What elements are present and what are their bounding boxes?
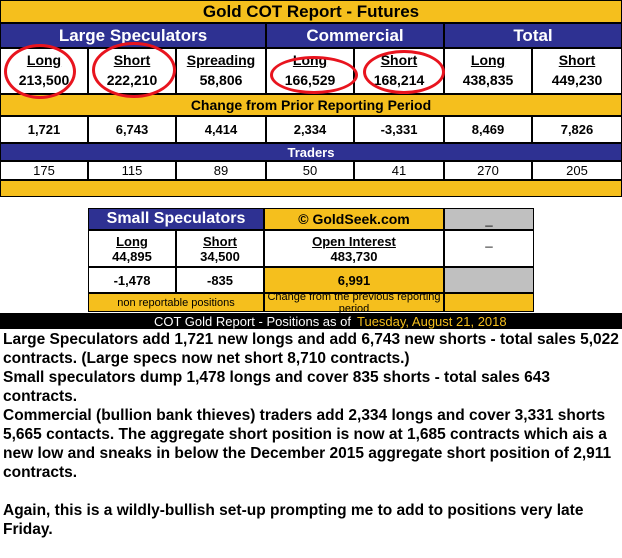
traders-large-short: 115 <box>88 161 176 180</box>
caption-date: Tuesday, August 21, 2018 <box>357 313 507 329</box>
traders-commercial-long: 50 <box>266 161 354 180</box>
copyright-label: © GoldSeek.com <box>264 208 444 230</box>
change-total-short: 7,826 <box>532 116 622 143</box>
commentary-paragraph: Commercial (bullion bank thieves) trader… <box>3 407 612 481</box>
small-long-label: Long <box>116 233 148 249</box>
small-long-cell: Long 44,895 <box>88 230 176 267</box>
traders-large-long: 175 <box>0 161 88 180</box>
large-short-value: 222,210 <box>106 72 158 88</box>
large-spreading-value: 58,806 <box>199 72 243 88</box>
traders-row: 175 115 89 50 41 270 205 <box>0 161 622 180</box>
note-blank <box>444 293 534 312</box>
commercial-long-cell: Long 166,529 <box>266 48 354 94</box>
change-header: Change from Prior Reporting Period <box>0 94 622 116</box>
commentary-paragraph: Small speculators dump 1,478 longs and c… <box>3 369 551 405</box>
traders-total-long: 270 <box>444 161 532 180</box>
commercial-short-label: Short <box>380 52 418 68</box>
commentary-paragraph: Again, this is a wildly-bullish set-up p… <box>3 502 584 538</box>
report-caption: COT Gold Report - Positions as of Tuesda… <box>0 313 622 329</box>
small-long-change: -1,478 <box>88 267 176 293</box>
large-long-cell: Long 213,500 <box>0 48 88 94</box>
report-title: Gold COT Report - Futures <box>0 0 622 23</box>
change-note: Change from the previous reporting perio… <box>264 291 444 315</box>
non-reportable-note: non reportable positions <box>88 293 264 312</box>
commercial-long-label: Long <box>292 52 328 68</box>
small-short-label: Short <box>203 233 237 249</box>
traders-commercial-short: 41 <box>354 161 444 180</box>
open-interest-change: 6,991 <box>264 267 444 293</box>
total-short-value: 449,230 <box>551 72 603 88</box>
change-large-long: 1,721 <box>0 116 88 143</box>
cot-report-table: Gold COT Report - Futures Large Speculat… <box>0 0 622 197</box>
caption-label: COT Gold Report - Positions as of <box>153 313 351 329</box>
large-short-cell: Short 222,210 <box>88 48 176 94</box>
change-commercial-long: 2,334 <box>266 116 354 143</box>
small-speculators-table: Small Speculators © GoldSeek.com _ Long … <box>88 208 534 315</box>
large-long-label: Long <box>26 52 62 68</box>
traders-total-short: 205 <box>532 161 622 180</box>
total-short-label: Short <box>558 52 596 68</box>
total-short-cell: Short 449,230 <box>532 48 622 94</box>
total-long-cell: Long 438,835 <box>444 48 532 94</box>
change-row: 1,721 6,743 4,414 2,334 -3,331 8,469 7,8… <box>0 116 622 143</box>
small-short-cell: Short 34,500 <box>176 230 264 267</box>
small-short-change: -835 <box>176 267 264 293</box>
large-spreading-cell: Spreading 58,806 <box>176 48 266 94</box>
corner-blank-top: _ <box>444 208 534 230</box>
commentary-paragraph: Large Speculators add 1,721 new longs an… <box>3 331 619 367</box>
group-commercial: Commercial <box>266 23 444 48</box>
total-long-label: Long <box>470 52 506 68</box>
large-long-value: 213,500 <box>18 72 70 88</box>
commentary: Large Speculators add 1,721 new longs an… <box>3 330 621 539</box>
small-speculators-header: Small Speculators <box>88 208 264 230</box>
total-long-value: 438,835 <box>462 72 514 88</box>
gold-divider <box>0 180 622 197</box>
open-interest-value: 483,730 <box>330 248 378 264</box>
commercial-short-cell: Short 168,214 <box>354 48 444 94</box>
group-total: Total <box>444 23 622 48</box>
traders-large-spreading: 89 <box>176 161 266 180</box>
change-total-long: 8,469 <box>444 116 532 143</box>
large-spreading-label: Spreading <box>186 52 256 68</box>
open-interest-cell: Open Interest 483,730 <box>264 230 444 267</box>
traders-header: Traders <box>0 143 622 161</box>
commercial-short-value: 168,214 <box>373 72 425 88</box>
group-large-speculators: Large Speculators <box>0 23 266 48</box>
corner-grey-cell <box>444 267 534 293</box>
change-commercial-short: -3,331 <box>354 116 444 143</box>
open-interest-label: Open Interest <box>312 233 396 249</box>
commercial-long-value: 166,529 <box>284 72 336 88</box>
small-long-value: 44,895 <box>112 248 152 264</box>
large-short-label: Short <box>113 52 151 68</box>
positions-row: Long 213,500 Short 222,210 Spreading 58,… <box>0 48 622 94</box>
corner-blank-mid: _ <box>444 230 534 267</box>
change-large-short: 6,743 <box>88 116 176 143</box>
change-large-spreading: 4,414 <box>176 116 266 143</box>
small-short-value: 34,500 <box>200 248 240 264</box>
